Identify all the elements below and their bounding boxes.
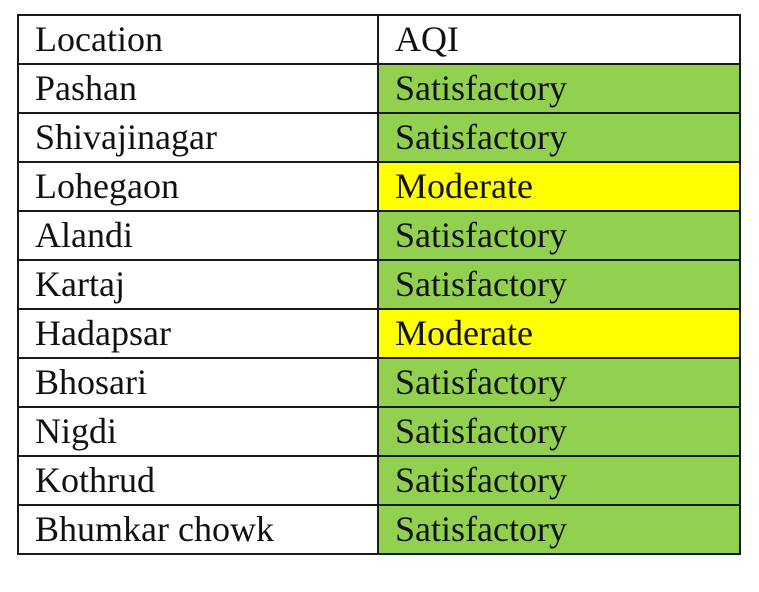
aqi-cell: Satisfactory (377, 63, 741, 114)
location-cell: Shivajinagar (17, 112, 379, 163)
aqi-cell: Satisfactory (377, 210, 741, 261)
location-cell: Pashan (17, 63, 379, 114)
table-row: Alandi Satisfactory (17, 210, 741, 261)
aqi-cell: Moderate (377, 308, 741, 359)
table-row: Hadapsar Moderate (17, 308, 741, 359)
aqi-cell: Satisfactory (377, 504, 741, 555)
location-cell: Hadapsar (17, 308, 379, 359)
table-row: Bhosari Satisfactory (17, 357, 741, 408)
aqi-cell: Moderate (377, 161, 741, 212)
location-cell: Bhosari (17, 357, 379, 408)
table-row: Nigdi Satisfactory (17, 406, 741, 457)
location-cell: Alandi (17, 210, 379, 261)
header-location: Location (17, 14, 379, 65)
aqi-cell: Satisfactory (377, 357, 741, 408)
aqi-cell: Satisfactory (377, 455, 741, 506)
aqi-table: Location AQI Pashan Satisfactory Shivaji… (17, 14, 741, 555)
location-cell: Lohegaon (17, 161, 379, 212)
table-row: Bhumkar chowk Satisfactory (17, 504, 741, 555)
location-cell: Kothrud (17, 455, 379, 506)
location-cell: Kartaj (17, 259, 379, 310)
aqi-table-body: Location AQI Pashan Satisfactory Shivaji… (17, 14, 741, 555)
location-cell: Nigdi (17, 406, 379, 457)
aqi-cell: Satisfactory (377, 112, 741, 163)
header-aqi: AQI (377, 14, 741, 65)
table-row: Kartaj Satisfactory (17, 259, 741, 310)
table-row: Kothrud Satisfactory (17, 455, 741, 506)
table-row: Lohegaon Moderate (17, 161, 741, 212)
aqi-cell: Satisfactory (377, 406, 741, 457)
table-header-row: Location AQI (17, 14, 741, 65)
location-cell: Bhumkar chowk (17, 504, 379, 555)
table-row: Shivajinagar Satisfactory (17, 112, 741, 163)
aqi-cell: Satisfactory (377, 259, 741, 310)
table-row: Pashan Satisfactory (17, 63, 741, 114)
